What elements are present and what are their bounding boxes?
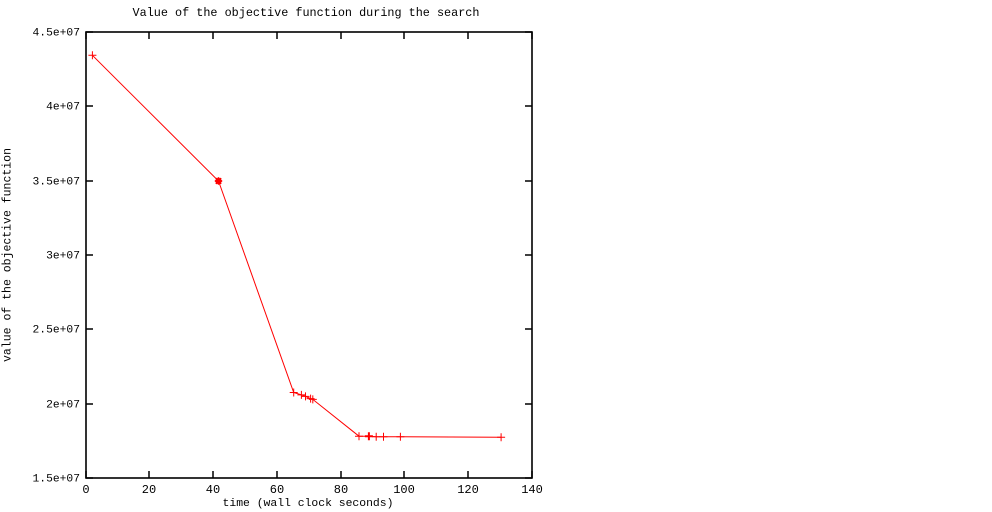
svg-text:1.5e+07: 1.5e+07 bbox=[33, 474, 80, 486]
svg-text:20: 20 bbox=[142, 483, 156, 497]
svg-text:0: 0 bbox=[82, 483, 89, 497]
svg-text:60: 60 bbox=[270, 483, 284, 497]
svg-text:40: 40 bbox=[206, 483, 220, 497]
svg-text:3.5e+07: 3.5e+07 bbox=[33, 177, 80, 189]
svg-text:120: 120 bbox=[457, 483, 479, 497]
svg-text:2.5e+07: 2.5e+07 bbox=[33, 325, 80, 337]
svg-text:140: 140 bbox=[521, 483, 543, 497]
svg-text:4.5e+07: 4.5e+07 bbox=[33, 28, 80, 40]
svg-text:2e+07: 2e+07 bbox=[46, 400, 80, 412]
svg-text:3e+07: 3e+07 bbox=[46, 251, 80, 263]
svg-text:Value of the objective functio: Value of the objective function during t… bbox=[133, 6, 480, 20]
svg-text:100: 100 bbox=[393, 483, 415, 497]
svg-text:time (wall clock seconds): time (wall clock seconds) bbox=[223, 498, 394, 510]
svg-text:4e+07: 4e+07 bbox=[46, 102, 80, 114]
svg-text:80: 80 bbox=[334, 483, 348, 497]
svg-text:value of the objective functio: value of the objective function bbox=[2, 148, 15, 362]
